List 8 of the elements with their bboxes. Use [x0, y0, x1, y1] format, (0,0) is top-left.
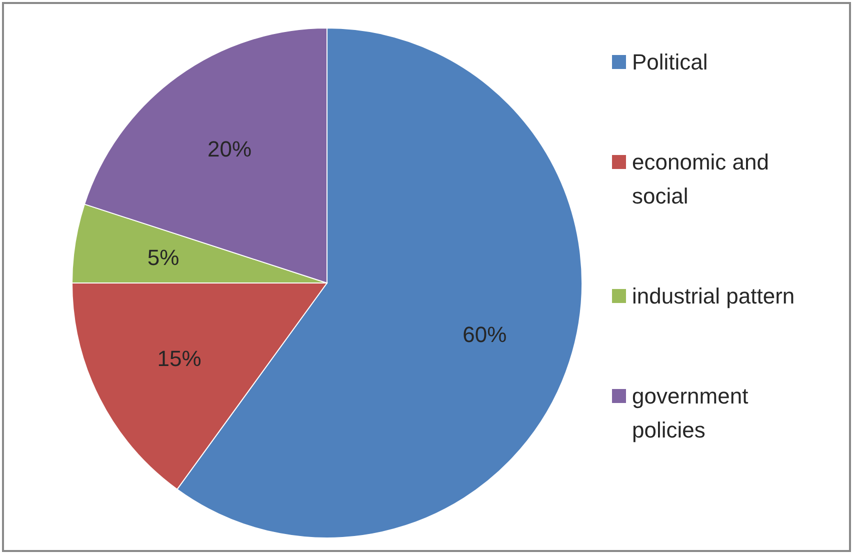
data-label: 20% [208, 136, 252, 162]
legend-label: industrial pattern [632, 284, 795, 309]
data-label: 15% [157, 346, 202, 371]
legend-label: government policies [632, 384, 748, 443]
legend-label: Political [632, 50, 708, 75]
data-label: 5% [147, 244, 180, 270]
data-label: 60% [462, 322, 507, 347]
legend-label: economic and social [632, 150, 769, 209]
